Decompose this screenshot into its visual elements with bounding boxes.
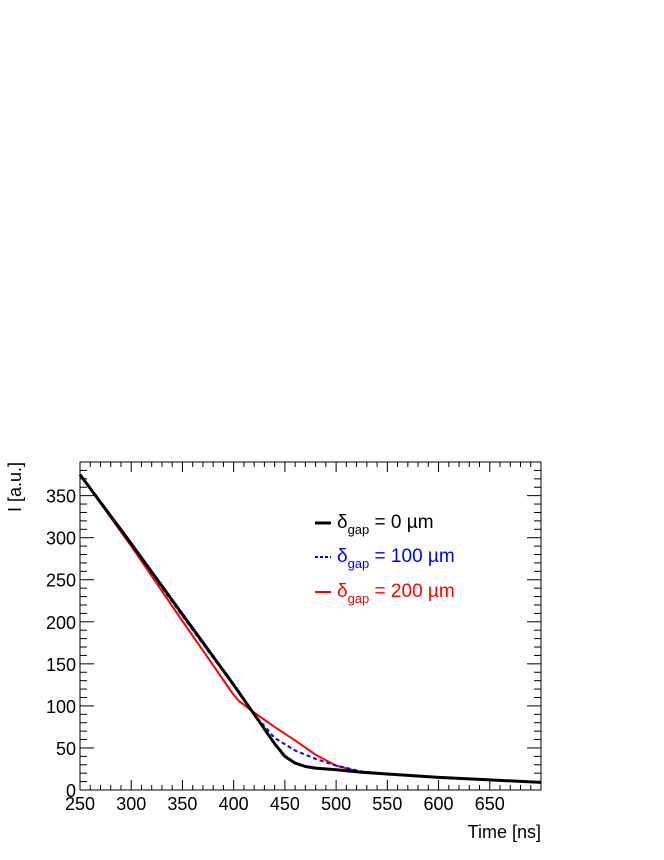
x-tick-label: 650 [475, 794, 505, 814]
y-axis-title: I [a.u.] [5, 462, 25, 512]
x-tick-label: 350 [167, 794, 197, 814]
series-line-2 [79, 474, 542, 784]
y-tick-label: 50 [56, 739, 76, 759]
series-line-0 [78, 473, 542, 784]
legend-label: δgap = 200 µm [337, 581, 455, 606]
y-tick-labels: 0 50 100 150 200 250 300 350 [46, 487, 76, 801]
x-tick-label: 250 [65, 794, 95, 814]
y-tick-label: 150 [46, 655, 76, 675]
x-tick-label: 500 [321, 794, 351, 814]
x-tick-label: 600 [424, 794, 454, 814]
y-tick-label: 200 [46, 613, 76, 633]
x-tick-label: 300 [116, 794, 146, 814]
legend-label: δgap = 100 µm [337, 546, 455, 571]
y-tick-label: 0 [66, 781, 76, 801]
y-tick-label: 100 [46, 697, 76, 717]
plot-frame [79, 461, 542, 791]
y-tick-label: 350 [46, 487, 76, 507]
x-axis-title: Time [ns] [468, 822, 541, 842]
x-tick-label: 550 [372, 794, 402, 814]
x-tick-label: 450 [270, 794, 300, 814]
axis-ticks [79, 461, 542, 791]
series-lines [78, 473, 542, 784]
legend-label: δgap = 0 µm [337, 512, 434, 537]
y-tick-label: 250 [46, 571, 76, 591]
legend: δgap = 0 µm δgap = 100 µm δgap = 200 µm [315, 512, 455, 606]
x-tick-label: 400 [219, 794, 249, 814]
series-line-1 [79, 474, 542, 784]
x-tick-labels: 250 300 350 400 450 500 550 600 650 [65, 794, 505, 814]
y-tick-label: 300 [46, 529, 76, 549]
